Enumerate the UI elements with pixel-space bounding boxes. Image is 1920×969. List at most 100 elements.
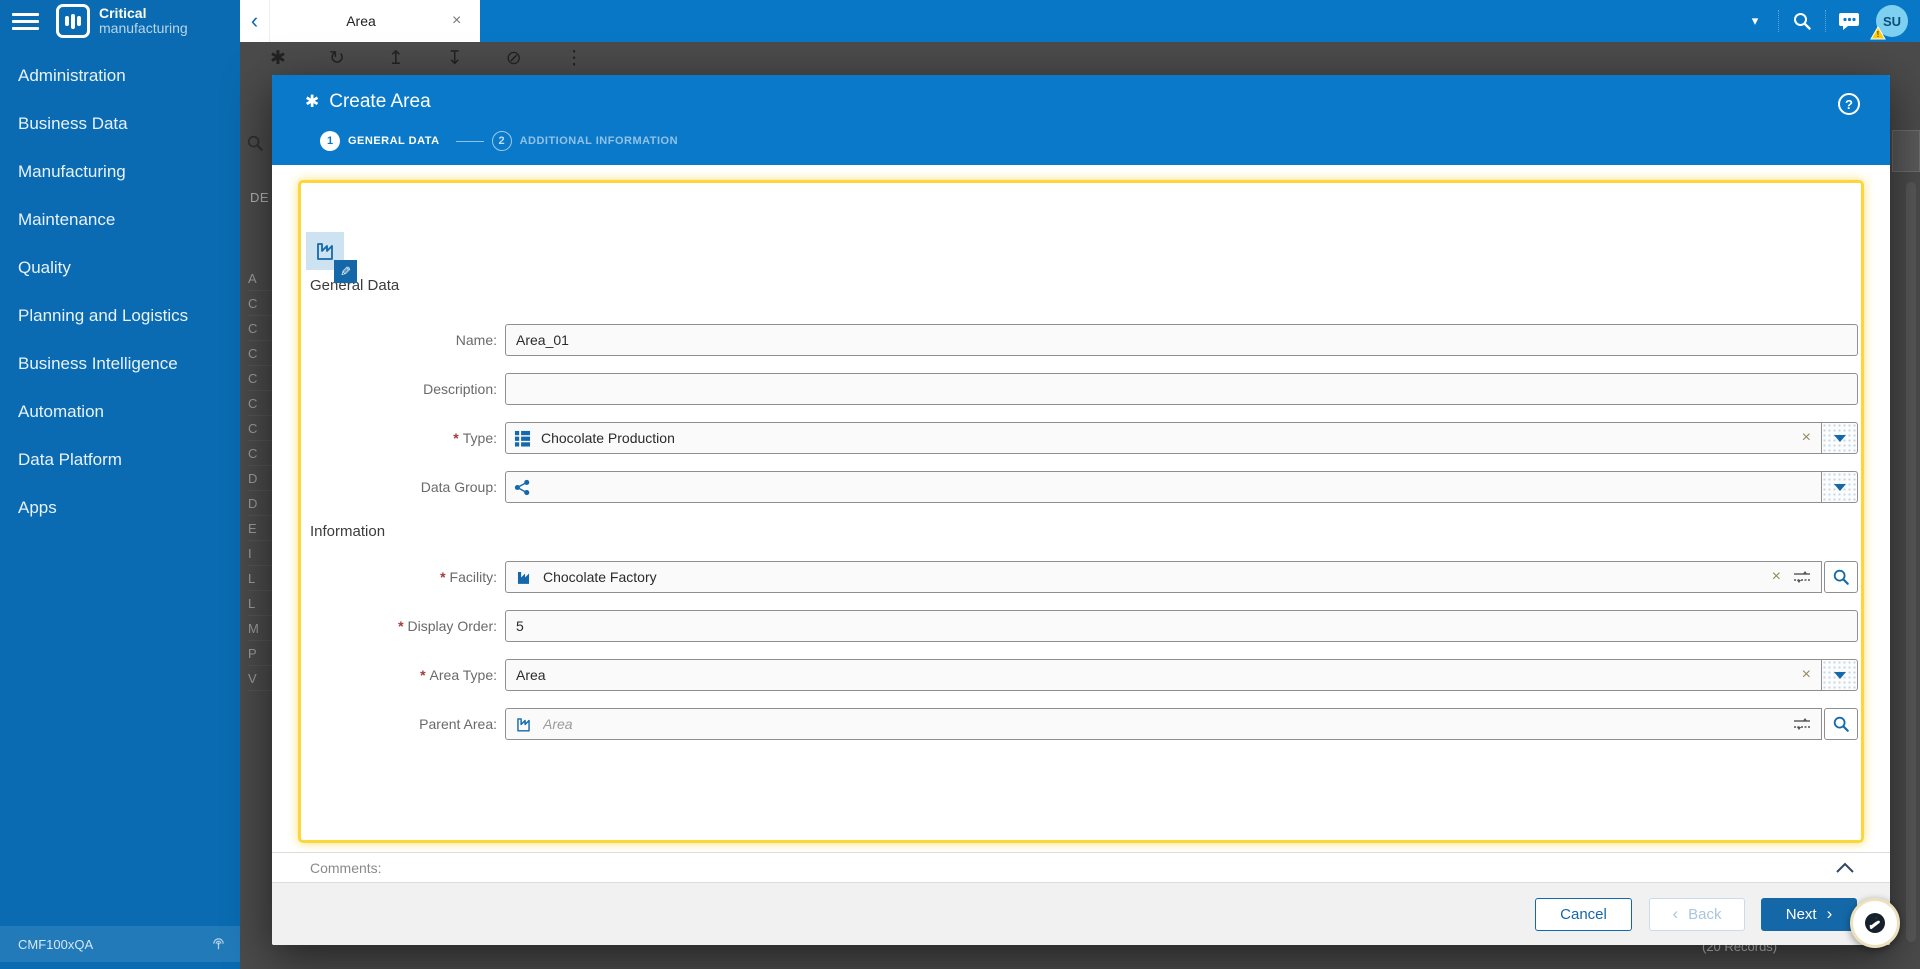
tab-area[interactable]: Area × (270, 0, 480, 42)
background-row-letter: C (248, 341, 274, 366)
svg-text:!: ! (1877, 30, 1880, 39)
help-icon[interactable]: ? (1838, 93, 1860, 115)
field-row-data-group: Data Group: (272, 471, 1890, 503)
background-search-icon (246, 134, 264, 157)
field-row-area-type: *Area Type: × (272, 659, 1890, 691)
assistant-floating-button[interactable] (1850, 898, 1900, 948)
background-toolbar-icon: ⊘ (505, 48, 522, 69)
facility-search-button[interactable] (1824, 561, 1858, 593)
brand-logo: Critical manufacturing (56, 4, 188, 38)
sidebar-item[interactable]: Business Intelligence (18, 354, 178, 373)
chevron-up-icon[interactable] (1836, 862, 1854, 873)
hamburger-menu-icon[interactable] (12, 13, 39, 31)
section-information: Information (310, 523, 386, 540)
next-button[interactable]: Next › (1761, 898, 1857, 931)
topbar-separator (1778, 10, 1779, 32)
search-icon[interactable] (1779, 0, 1825, 42)
background-row-letter: M (248, 616, 274, 641)
brand-name-line1: Critical (99, 5, 147, 22)
sidebar-item[interactable]: Administration (18, 66, 126, 85)
background-row-letter: D (248, 466, 274, 491)
comments-label: Comments: (310, 859, 382, 876)
chevron-down-icon (1833, 483, 1846, 491)
back-button[interactable]: ‹ Back (1649, 898, 1745, 931)
section-general-data: General Data (310, 277, 400, 294)
facility-label: * Facility: (440, 569, 497, 585)
connection-status-icon (213, 937, 224, 949)
background-row-letter: C (248, 291, 274, 316)
assistant-logo-icon (1865, 913, 1885, 933)
facility-factory-icon (514, 568, 533, 587)
brand-name-line2: manufacturing (99, 20, 188, 36)
tab-close-icon[interactable]: × (452, 12, 462, 29)
sidebar-item[interactable]: Automation (18, 402, 104, 421)
edit-image-pencil-icon[interactable]: ✎ (334, 260, 357, 283)
search-icon (1833, 569, 1849, 585)
step-1-circle[interactable]: 1 (320, 131, 340, 151)
sidebar-nav: Administration Business Data Manufacturing… (0, 52, 240, 532)
create-area-modal: ✱ Create Area ? 1 GENERAL DATA 2 ADDITIO… (272, 75, 1890, 945)
description-label: Description: (423, 381, 497, 397)
background-row-letter: I (248, 541, 274, 566)
background-row-letter: C (248, 391, 274, 416)
area-type-clear-icon[interactable]: × (1801, 666, 1811, 683)
field-row-name: Name: (272, 324, 1890, 356)
facility-advanced-filter-icon[interactable] (1793, 569, 1811, 585)
facility-clear-icon[interactable]: × (1771, 568, 1781, 585)
tab-strip: ‹ Area × (240, 0, 480, 42)
facility-input[interactable] (533, 563, 1762, 591)
topbar-dropdown-caret[interactable]: ▾ (1751, 13, 1759, 28)
sidebar-item[interactable]: Manufacturing (18, 162, 126, 181)
environment-label: CMF100xQA (18, 936, 94, 952)
type-label: * Type: (453, 430, 497, 446)
display-order-input[interactable] (506, 612, 1857, 640)
type-clear-icon[interactable]: × (1801, 429, 1811, 446)
parent-area-advanced-filter-icon[interactable] (1793, 716, 1811, 732)
background-row-letter: P (248, 641, 274, 666)
background-row-letter: L (248, 591, 274, 616)
sidebar-item[interactable]: Business Data (18, 114, 128, 133)
background-toolbar-icon: ⋮ (564, 48, 584, 69)
sidebar-item[interactable]: Data Platform (18, 450, 122, 469)
sidebar-item[interactable]: Apps (18, 498, 57, 517)
step-2-circle[interactable]: 2 (491, 131, 512, 151)
sidebar-footer: CMF100xQA (0, 926, 240, 962)
data-group-input[interactable] (531, 473, 1821, 501)
avatar-initials: SU (1882, 13, 1902, 29)
area-factory-icon (317, 243, 333, 260)
field-row-facility: *Facility: × (272, 561, 1890, 593)
chevron-left-icon: ‹ (1672, 904, 1679, 923)
back-chevron-icon: ‹ (250, 8, 259, 33)
sidebar-item[interactable]: Planning and Logistics (18, 306, 189, 325)
messages-icon[interactable] (1826, 0, 1872, 42)
description-input[interactable] (506, 375, 1857, 403)
type-dropdown-button[interactable] (1822, 422, 1858, 454)
chevron-down-icon (1833, 434, 1846, 442)
parent-area-label: Parent Area: (419, 716, 497, 732)
background-row-letter: C (248, 441, 274, 466)
background-toolbar-icon: ✱ (270, 48, 286, 69)
chevron-right-icon: › (1826, 904, 1833, 923)
cancel-button[interactable]: Cancel (1535, 898, 1632, 931)
tab-back-button[interactable]: ‹ (240, 0, 270, 42)
background-toolbar-icon: ↧ (446, 48, 463, 69)
background-row-letter: E (248, 516, 274, 541)
field-row-type: *Type: × (272, 422, 1890, 454)
topbar: ‹ Area × ▾ SU ! (240, 0, 1920, 42)
field-row-description: Description: (272, 373, 1890, 405)
data-group-dropdown-button[interactable] (1822, 471, 1858, 503)
name-input[interactable] (506, 326, 1857, 354)
sidebar-item[interactable]: Quality (18, 258, 71, 277)
comments-bar[interactable]: Comments: (272, 852, 1890, 883)
area-type-input[interactable] (506, 661, 1792, 689)
parent-area-search-button[interactable] (1824, 708, 1858, 740)
area-type-dropdown-button[interactable] (1822, 659, 1858, 691)
sidebar-item[interactable]: Maintenance (18, 210, 116, 229)
parent-area-input[interactable] (533, 710, 1791, 738)
area-type-label: * Area Type: (420, 667, 497, 683)
avatar[interactable]: SU ! (1870, 5, 1908, 40)
brand-logo-icon (56, 4, 90, 38)
type-input[interactable] (531, 424, 1792, 452)
wizard-steps: 1 GENERAL DATA 2 ADDITIONAL INFORMATION (320, 131, 678, 151)
